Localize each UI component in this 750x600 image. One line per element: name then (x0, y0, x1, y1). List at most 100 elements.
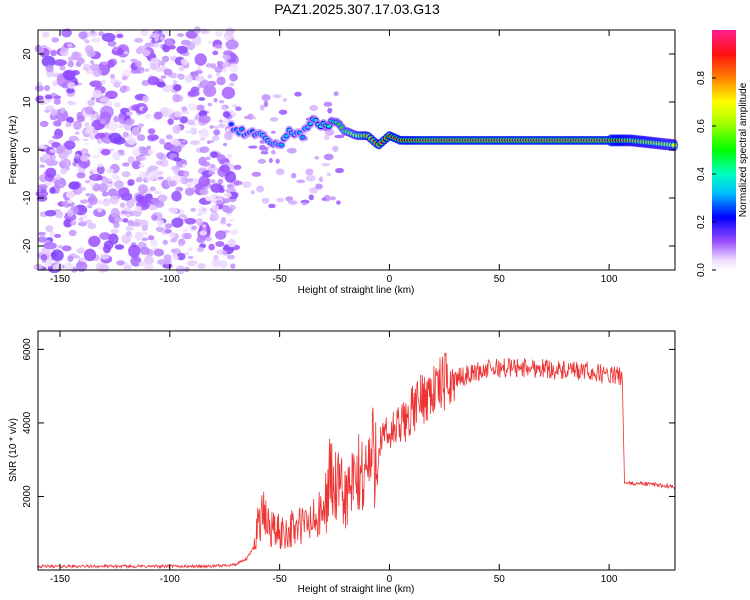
snr-x-label: Height of straight line (km) (298, 584, 415, 595)
noise-blob (147, 134, 159, 141)
noise-blob (122, 69, 132, 78)
noise-blob (156, 81, 166, 88)
noise-blob (131, 126, 141, 137)
noise-blob (121, 171, 131, 178)
noise-blob (52, 80, 59, 87)
noise-blob (67, 255, 74, 262)
noise-blob (93, 208, 106, 218)
noise-blob (296, 179, 306, 184)
noise-blob (102, 198, 111, 207)
noise-blob (88, 133, 97, 140)
noise-blob (76, 57, 85, 65)
x-tick-label: 100 (601, 574, 618, 585)
x-tick-label: -100 (160, 574, 180, 585)
noise-blob (100, 253, 110, 260)
noise-blob (92, 68, 102, 78)
noise-blob (182, 163, 187, 168)
noise-blob (119, 152, 126, 156)
ridge-core (671, 143, 677, 147)
x-tick-label: -150 (50, 574, 70, 585)
noise-blob (125, 213, 131, 218)
noise-blob (178, 66, 185, 72)
noise-blob (159, 138, 166, 145)
noise-blob (135, 156, 144, 162)
noise-blob (334, 134, 345, 139)
noise-blob (190, 140, 200, 146)
noise-blob (186, 178, 194, 182)
noise-blob (191, 225, 197, 230)
noise-blob (153, 111, 163, 120)
noise-blob (68, 229, 77, 237)
noise-blob (116, 260, 125, 266)
snr-panel: -150 -100 -50 0 50 100 2000 4000 6000 Height of… (8, 330, 676, 595)
noise-blob (222, 111, 231, 118)
noise-blob (184, 232, 192, 240)
colorbar-gradient (712, 30, 736, 270)
noise-blob (210, 151, 219, 158)
noise-blob (98, 183, 108, 193)
noise-blob (92, 154, 100, 159)
noise-blob (90, 194, 96, 199)
noise-blob (75, 260, 88, 272)
noise-blob (154, 36, 159, 42)
noise-blob (68, 135, 79, 142)
noise-blob (80, 214, 88, 219)
noise-blob (44, 109, 50, 113)
noise-blob (286, 147, 297, 154)
noise-blob (199, 146, 210, 154)
noise-blob (248, 145, 258, 149)
x-tick-label: 50 (494, 574, 506, 585)
noise-blob (147, 235, 155, 241)
noise-blob (143, 255, 154, 266)
noise-blob (98, 31, 105, 37)
spectrogram-x-label: Height of straight line (km) (298, 285, 415, 296)
ridge-core (284, 134, 289, 138)
noise-blob (138, 261, 147, 267)
noise-blob (78, 31, 88, 40)
noise-blob (202, 224, 207, 228)
noise-blob (101, 176, 109, 185)
noise-blob (73, 120, 82, 130)
noise-blob (157, 194, 168, 202)
noise-blob (134, 60, 142, 68)
noise-blob (223, 31, 234, 41)
noise-blob (80, 199, 89, 204)
noise-blob (156, 170, 164, 176)
noise-blob (171, 190, 182, 202)
noise-blob (219, 260, 228, 269)
noise-blob (53, 120, 62, 127)
noise-blob (134, 231, 144, 241)
noise-blob (110, 207, 120, 218)
noise-blob (230, 263, 236, 269)
noise-blob (323, 101, 333, 107)
noise-blob (140, 70, 145, 73)
noise-blob (128, 244, 141, 258)
noise-blob (201, 226, 207, 231)
noise-blob (224, 131, 233, 141)
noise-blob (210, 211, 219, 221)
noise-blob (176, 252, 186, 261)
noise-blob (37, 184, 48, 190)
x-tick-label: 100 (601, 274, 618, 285)
noise-blob (108, 233, 119, 245)
noise-blob (323, 153, 334, 161)
noise-blob (108, 178, 113, 181)
noise-blob (135, 177, 143, 183)
noise-blob (156, 152, 165, 160)
noise-blob (85, 193, 91, 197)
noise-blob (169, 180, 176, 187)
noise-blob (66, 87, 75, 94)
noise-blob (308, 194, 314, 201)
noise-blob (37, 236, 48, 243)
noise-blob (50, 154, 56, 161)
noise-blob (38, 231, 46, 236)
noise-blob (144, 264, 154, 271)
noise-blob (221, 61, 230, 69)
noise-blob (141, 107, 149, 112)
noise-blob (106, 168, 115, 174)
noise-blob (58, 245, 63, 249)
noise-blob (190, 86, 200, 93)
noise-blob (66, 116, 74, 124)
noise-blob (223, 142, 228, 147)
noise-blob (221, 68, 227, 73)
